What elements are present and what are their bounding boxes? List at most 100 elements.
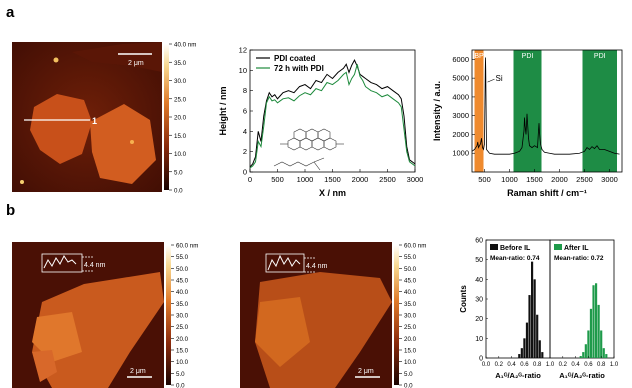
y-tick-label: 4 — [243, 127, 247, 136]
colorbar-a: 40.0 nm 35.0 30.0 25.0 20.0 15.0 10.0 5.0 0.0 — [164, 42, 196, 194]
x-axis-label: A₁ᴳ/A₂ᴳ-ratio — [495, 371, 541, 380]
x-tick-label: 3000 — [407, 175, 424, 184]
y-tick-label: 6 — [243, 107, 247, 116]
colorbar-tick-label: 55.0 — [176, 254, 189, 261]
scale-bar-label: 2 μm — [130, 368, 146, 375]
flake — [72, 42, 162, 72]
histogram-bar — [579, 356, 582, 358]
step-height-label: 4.4 nm — [306, 263, 328, 270]
histogram-bar — [605, 354, 608, 358]
y-tick-label: 20 — [475, 316, 483, 323]
colorbar-tick-label: 25.0 — [404, 324, 417, 331]
colorbar-tick-label: 15.0 — [174, 133, 187, 140]
x-tick-label: 2500 — [379, 175, 396, 184]
flake — [255, 297, 310, 367]
raman-chart: BP PDI PDI 500 1000 1500 2000 2500 3000 1000 2000 3… — [432, 49, 623, 198]
x-tick-label: 2000 — [352, 175, 369, 184]
colorbar-tick-label: 45.0 — [404, 278, 417, 285]
x-tick-label: 1000 — [297, 175, 314, 184]
y-tick-label: 60 — [475, 238, 483, 245]
colorbar-tick-label: 15.0 — [404, 348, 417, 355]
annotation-arrow — [487, 78, 495, 83]
y-tick-label: 40 — [475, 277, 483, 284]
histogram-bar — [600, 330, 603, 358]
y-tick-label: 2000 — [452, 130, 469, 139]
y-tick-label: 10 — [239, 66, 247, 75]
colorbar-tick-label: 20.0 — [404, 336, 417, 343]
colorbar-tick-label: 5.0 — [174, 169, 183, 176]
histogram-bar — [533, 279, 536, 358]
x-tick-label: 1500 — [526, 175, 543, 184]
colorbar-tick-label: 35.0 — [404, 301, 417, 308]
height-profile-chart: 0 500 1000 1500 2000 2500 3000 0 2 4 6 8 10 12 X / nm H… — [218, 46, 424, 199]
colorbar-tick-label: 25.0 — [176, 324, 189, 331]
x-tick-label: 0 — [248, 175, 252, 184]
mean-ratio-label: Mean-ratio: 0.74 — [490, 255, 540, 262]
raman-spectrum-line — [471, 57, 620, 155]
flake — [90, 104, 156, 184]
colorbar-tick-label: 30.0 — [176, 313, 189, 320]
x-tick-label: 1500 — [324, 175, 341, 184]
y-tick-label: 5000 — [452, 74, 469, 83]
plot-frame — [471, 49, 623, 173]
legend-label: 72 h with PDI — [274, 64, 324, 73]
y-axis-label: Counts — [459, 285, 468, 313]
x-tick-label: 0.6 — [520, 362, 529, 368]
x-tick-label: 0.4 — [507, 362, 516, 368]
histogram-bar — [589, 308, 593, 358]
x-tick-label: 1.0 — [546, 362, 555, 368]
legend-swatch — [490, 244, 498, 250]
afm-image-b2: 4.4 nm 2 μm — [240, 242, 392, 388]
colorbar-tick-label: 55.0 — [404, 254, 417, 261]
legend-label: Before IL — [500, 245, 531, 252]
y-tick-label: 3000 — [452, 111, 469, 120]
histogram-bar — [592, 285, 595, 358]
histogram-bar — [528, 295, 531, 358]
colorbar-tick-label: 10.0 — [174, 151, 187, 158]
highlight-band — [582, 50, 617, 172]
colorbar-tick-label: 10.0 — [176, 359, 189, 366]
colorbar-tick-label: 30.0 — [174, 78, 187, 85]
colorbar-tick-label: 35.0 — [174, 60, 187, 67]
x-tick-label: 500 — [478, 175, 491, 184]
x-tick-label: 0.4 — [571, 362, 580, 368]
colorbar-tick-label: 0.0 — [176, 383, 185, 388]
colorbar-tick-label: 40.0 — [176, 289, 189, 296]
y-tick-label: 8 — [243, 86, 247, 95]
peak-annotation: Si — [496, 74, 503, 83]
colorbar-tick-label: 40.0 — [404, 289, 417, 296]
x-tick-label: 0.8 — [533, 362, 542, 368]
histogram-bar — [582, 352, 585, 358]
colorbar-b2: 60.0 nm 55.0 50.0 45.0 40.0 35.0 30.0 25.0 20.0 1… — [394, 243, 426, 388]
pdi-molecule-structure — [273, 128, 344, 171]
histogram-bar — [602, 348, 605, 358]
colorbar-tick-label: 30.0 — [404, 313, 417, 320]
colorbar-tick-label: 35.0 — [176, 301, 189, 308]
legend-label: PDI coated — [274, 54, 315, 63]
y-tick-label: 12 — [239, 46, 247, 55]
x-tick-label: 0.0 — [482, 362, 491, 368]
histogram-bar — [594, 283, 598, 358]
histogram-frame — [549, 239, 615, 359]
scale-bar-label: 2 μm — [128, 60, 144, 67]
y-tick-label: 2 — [243, 147, 247, 156]
y-tick-label: 1000 — [452, 149, 469, 158]
particle — [53, 57, 59, 63]
panel-label-a: a — [6, 4, 15, 21]
x-axis-label: Raman shift / cm⁻¹ — [507, 188, 587, 198]
histogram-bar — [597, 304, 600, 358]
x-tick-label: 2500 — [576, 175, 593, 184]
y-tick-label: 10 — [475, 336, 483, 343]
histogram-bar — [536, 314, 539, 358]
colorbar-tick-label: 5.0 — [176, 371, 185, 378]
y-tick-label: 30 — [475, 297, 483, 304]
colorbar-tick-label: 0.0 — [404, 383, 413, 388]
colorbar-tick-label: 20.0 — [176, 336, 189, 343]
x-axis-label: X / nm — [319, 188, 346, 198]
highlight-band — [474, 50, 484, 172]
x-tick-label: 2000 — [551, 175, 568, 184]
histogram-bar — [538, 340, 541, 358]
legend-label: After IL — [564, 245, 589, 252]
colorbar-tick-label: 15.0 — [176, 348, 189, 355]
